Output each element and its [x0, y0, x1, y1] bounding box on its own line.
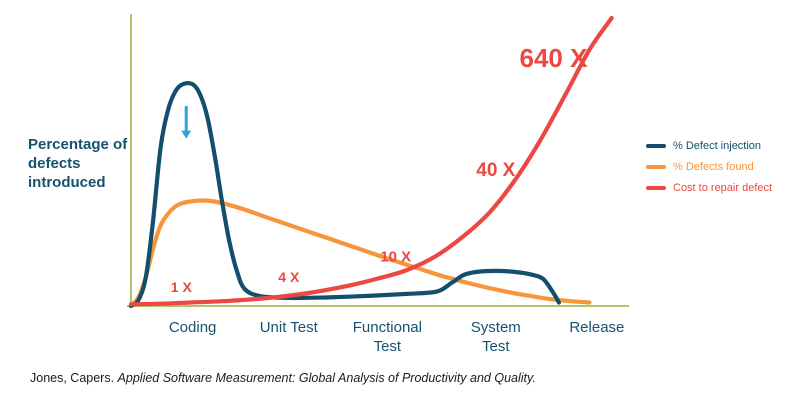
multiplier-annotation: 1 X — [171, 279, 193, 295]
multiplier-annotation: 10 X — [380, 249, 411, 266]
legend-label: Cost to repair defect — [673, 182, 773, 194]
multiplier-annotation: 40 X — [476, 160, 515, 181]
legend-label: % Defects found — [673, 161, 754, 173]
x-tick-label: Coding — [168, 319, 217, 336]
chart-canvas: 1 X 4 X 10 X 40 X 640 X — [127, 14, 629, 309]
legend-swatch-icon — [646, 144, 666, 148]
legend-label: % Defect injection — [673, 140, 762, 152]
legend-swatch-icon — [646, 165, 666, 169]
x-tick-label: Functional Test — [352, 319, 422, 355]
x-tick-label: Release — [569, 319, 625, 336]
x-axis-labels: Coding Unit Test Functional Test System Tes… — [124, 319, 634, 361]
multiplier-annotation: 4 X — [278, 269, 300, 285]
multiplier-annotation: 640 X — [520, 43, 589, 73]
y-axis-title: Percentage of defects introduced — [28, 136, 128, 191]
x-tick-label: System Test — [470, 319, 521, 355]
series-line-2 — [128, 15, 614, 307]
citation-author: Jones, Capers. — [30, 371, 118, 385]
series-line-0 — [128, 198, 592, 309]
citation: Jones, Capers. Applied Software Measurem… — [30, 371, 536, 385]
legend-swatch-icon — [646, 186, 666, 190]
x-tick-label: Unit Test — [259, 319, 318, 336]
down-arrow-head-icon — [181, 130, 192, 139]
citation-title: Applied Software Measurement: Global Ana… — [117, 371, 536, 385]
legend: % Defect injection % Defects found Cost to… — [646, 140, 796, 203]
legend-item: % Defects found — [646, 161, 796, 173]
legend-item: % Defect injection — [646, 140, 796, 152]
series-line-1 — [128, 81, 561, 309]
legend-item: Cost to repair defect — [646, 182, 796, 194]
